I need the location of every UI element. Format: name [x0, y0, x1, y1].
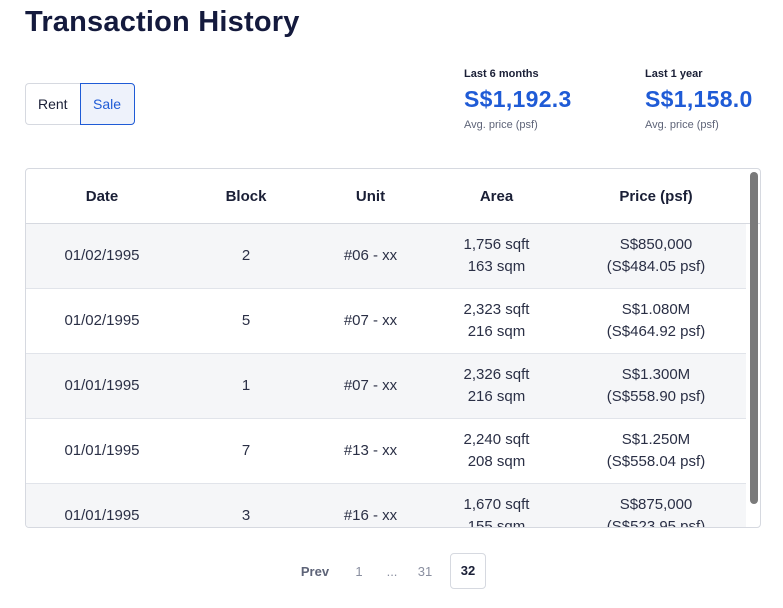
stat-period-label: Last 1 year: [645, 68, 703, 80]
cell-date: 01/02/1995: [64, 312, 140, 329]
header-block: Block: [225, 187, 267, 205]
cell-block: 2: [241, 247, 251, 264]
rent-sale-toggle: Rent Sale: [25, 83, 135, 125]
cell-block: 5: [241, 312, 251, 329]
price-psf: (S$558.04 psf): [606, 453, 706, 470]
stat-caption: Avg. price (psf): [645, 119, 719, 131]
area-sqm: 163 sqm: [467, 258, 526, 275]
stat-avg-price: S$1,158.0: [645, 86, 753, 112]
cell-price: S$1.300M (S$558.90 psf): [566, 354, 746, 418]
cell-price: S$1.250M (S$558.04 psf): [566, 419, 746, 483]
cell-area: 1,756 sqft 163 sqm: [427, 224, 566, 288]
cell-date: 01/01/1995: [64, 442, 140, 459]
price-total: S$1.250M: [621, 431, 691, 448]
price-psf: (S$558.90 psf): [606, 388, 706, 405]
cell-unit: #07 - xx: [343, 312, 398, 329]
cell-area: 1,670 sqft 155 sqm: [427, 484, 566, 528]
area-sqft: 2,323 sqft: [463, 301, 530, 318]
area-sqft: 1,756 sqft: [463, 236, 530, 253]
cell-unit: #13 - xx: [343, 442, 398, 459]
cell-unit: #16 - xx: [343, 507, 398, 524]
cell-price: S$1.080M (S$464.92 psf): [566, 289, 746, 353]
cell-block: 1: [241, 377, 251, 394]
current-page-32[interactable]: 32: [450, 553, 486, 589]
stat-caption: Avg. price (psf): [464, 119, 538, 131]
cell-area: 2,323 sqft 216 sqm: [427, 289, 566, 353]
header-price: Price (psf): [619, 187, 693, 205]
cell-area: 2,240 sqft 208 sqm: [427, 419, 566, 483]
page-1-link[interactable]: 1: [355, 563, 363, 579]
cell-block: 7: [241, 442, 251, 459]
price-psf: (S$484.05 psf): [606, 258, 706, 275]
area-sqm: 216 sqm: [467, 388, 526, 405]
cell-unit: #07 - xx: [343, 377, 398, 394]
cell-date: 01/01/1995: [64, 507, 140, 524]
price-total: S$1.300M: [621, 366, 691, 383]
pagination-ellipsis: ...: [386, 563, 398, 579]
cell-unit: #06 - xx: [343, 247, 398, 264]
cell-date: 01/02/1995: [64, 247, 140, 264]
area-sqft: 2,240 sqft: [463, 431, 530, 448]
cell-price: S$875,000 (S$523.95 psf): [566, 484, 746, 528]
area-sqft: 2,326 sqft: [463, 366, 530, 383]
table-row: 01/02/1995 5 #07 - xx 2,323 sqft 216 sqm …: [26, 289, 746, 354]
area-sqm: 208 sqm: [467, 453, 526, 470]
rent-toggle-button[interactable]: Rent: [25, 83, 80, 125]
header-area: Area: [479, 187, 514, 205]
prev-page-button[interactable]: Prev: [300, 563, 330, 579]
header-unit: Unit: [355, 187, 386, 205]
price-total: S$875,000: [619, 496, 693, 513]
table-row: 01/01/1995 1 #07 - xx 2,326 sqft 216 sqm …: [26, 354, 746, 419]
price-total: S$1.080M: [621, 301, 691, 318]
header-date: Date: [85, 187, 119, 205]
pagination: Prev 1 ... 31 32: [290, 553, 486, 589]
page-31-link[interactable]: 31: [417, 563, 433, 579]
cell-date: 01/01/1995: [64, 377, 140, 394]
table-row: 01/02/1995 2 #06 - xx 1,756 sqft 163 sqm …: [26, 224, 746, 289]
cell-price: S$850,000 (S$484.05 psf): [566, 224, 746, 288]
area-sqm: 155 sqm: [467, 518, 526, 528]
cell-block: 3: [241, 507, 251, 524]
table-row: 01/01/1995 3 #16 - xx 1,670 sqft 155 sqm …: [26, 484, 746, 528]
table-body: 01/02/1995 2 #06 - xx 1,756 sqft 163 sqm …: [26, 224, 760, 528]
table-scrollbar[interactable]: [750, 172, 758, 504]
transaction-table[interactable]: Date Block Unit Area Price (psf) 01/02/1…: [25, 168, 761, 528]
price-psf: (S$464.92 psf): [606, 323, 706, 340]
table-row: 01/01/1995 7 #13 - xx 2,240 sqft 208 sqm …: [26, 419, 746, 484]
sale-toggle-button[interactable]: Sale: [80, 83, 135, 125]
stat-last-1-year: Last 1 year S$1,158.0 Avg. price (psf): [645, 68, 753, 131]
stat-last-6-months: Last 6 months S$1,192.3 Avg. price (psf): [464, 68, 572, 131]
table-header: Date Block Unit Area Price (psf): [26, 169, 760, 224]
page-title: Transaction History: [25, 6, 300, 38]
area-sqm: 216 sqm: [467, 323, 526, 340]
cell-area: 2,326 sqft 216 sqm: [427, 354, 566, 418]
area-sqft: 1,670 sqft: [463, 496, 530, 513]
stat-avg-price: S$1,192.3: [464, 86, 572, 112]
price-psf: (S$523.95 psf): [606, 518, 706, 528]
stat-period-label: Last 6 months: [464, 68, 539, 80]
price-total: S$850,000: [619, 236, 693, 253]
